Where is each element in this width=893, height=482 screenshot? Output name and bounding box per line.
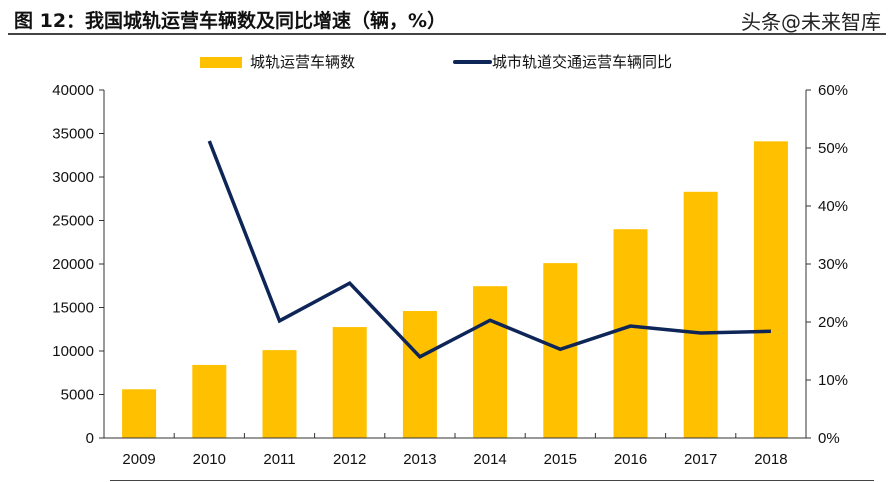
bar-2017	[683, 191, 718, 438]
watermark: 头条@未来智库	[741, 10, 881, 34]
legend-swatch-bars	[200, 57, 242, 68]
left-tick-label: 35000	[52, 126, 94, 143]
x-tick-label: 2018	[754, 451, 787, 468]
right-tick-label: 40%	[818, 198, 848, 215]
bar-2012	[332, 327, 367, 438]
left-tick-label: 0	[86, 430, 94, 447]
chart-title: 图 12：我国城轨运营车辆数及同比增速（辆，%）	[14, 10, 447, 32]
x-tick-label: 2017	[684, 451, 717, 468]
right-tick-label: 10%	[818, 372, 848, 389]
bar-2018	[753, 141, 788, 438]
right-tick-label: 60%	[818, 82, 848, 99]
x-tick-label: 2016	[614, 451, 647, 468]
bar-2010	[192, 364, 227, 438]
bottom-divider	[110, 480, 874, 481]
left-tick-label: 10000	[52, 343, 94, 360]
left-tick-label: 20000	[52, 256, 94, 273]
bar-2009	[122, 389, 157, 438]
x-tick-label: 2009	[122, 451, 155, 468]
bar-2016	[613, 229, 648, 438]
x-tick-label: 2014	[473, 451, 506, 468]
right-tick-label: 0%	[818, 430, 840, 447]
bar-2011	[262, 350, 297, 438]
x-tick-label: 2011	[263, 451, 295, 468]
left-tick-label: 40000	[52, 82, 94, 99]
legend-label-line: 城市轨道交通运营车辆同比	[492, 53, 672, 71]
left-tick-label: 5000	[61, 387, 94, 404]
left-tick-label: 30000	[52, 169, 94, 186]
legend-label-bars: 城轨运营车辆数	[250, 54, 355, 71]
top-divider	[8, 33, 886, 35]
right-tick-label: 30%	[818, 256, 848, 273]
bar-2013	[402, 310, 437, 438]
x-tick-label: 2015	[544, 451, 577, 468]
left-tick-label: 25000	[52, 213, 94, 230]
x-tick-label: 2010	[193, 451, 226, 468]
right-tick-label: 20%	[818, 314, 848, 331]
left-tick-label: 15000	[52, 300, 94, 317]
x-tick-label: 2012	[333, 451, 366, 468]
right-tick-label: 50%	[818, 140, 848, 157]
x-tick-label: 2013	[403, 451, 436, 468]
bar-2014	[473, 286, 508, 438]
